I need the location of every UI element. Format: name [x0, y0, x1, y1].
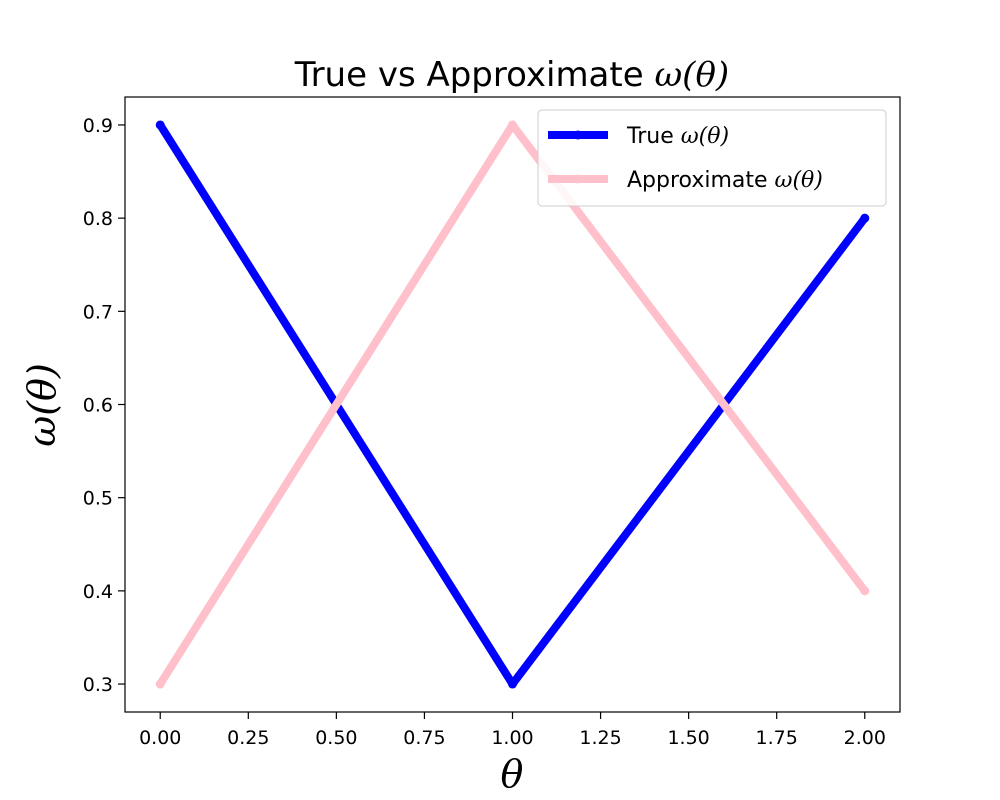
x-tick-label: 0.75	[403, 727, 445, 749]
series-1-point	[860, 213, 870, 223]
x-axis-ticks: 0.00 0.25 0.50 0.75 1.00 1.25 1.50 1.75 2.00	[139, 712, 886, 749]
x-tick-label: 1.50	[667, 727, 709, 749]
series-1-point	[508, 679, 517, 689]
x-tick-label: 1.25	[579, 727, 621, 749]
legend-label-1: True ω(θ)	[626, 124, 729, 149]
series-layer	[155, 120, 870, 689]
y-tick-label: 0.5	[83, 488, 113, 510]
x-tick-label: 1.75	[756, 727, 798, 749]
x-tick-label: 0.00	[139, 727, 181, 749]
y-axis-label: ω(θ)	[20, 363, 64, 447]
series-2-point	[508, 120, 517, 130]
x-tick-label: 0.50	[315, 727, 357, 749]
x-tick-label: 1.00	[491, 727, 533, 749]
legend-box	[537, 109, 887, 207]
y-tick-label: 0.9	[83, 115, 113, 137]
y-tick-label: 0.4	[83, 581, 113, 603]
x-axis-label: θ	[501, 752, 524, 796]
y-tick-label: 0.3	[83, 674, 113, 696]
series-2-point	[860, 586, 870, 596]
y-tick-label: 0.8	[83, 208, 113, 230]
x-tick-label: 2.00	[844, 727, 886, 749]
series-1-point	[155, 120, 165, 130]
legend-label-2: Approximate ω(θ)	[627, 168, 823, 193]
legend-marker-1	[573, 130, 583, 140]
chart-title: True vs Approximate ω(θ)	[294, 55, 729, 95]
x-tick-label: 0.25	[227, 727, 269, 749]
legend: True ω(θ) Approximate ω(θ)	[537, 109, 887, 207]
y-tick-label: 0.6	[83, 395, 113, 417]
legend-items: True ω(θ) Approximate ω(θ)	[548, 124, 823, 193]
series-2-point	[155, 679, 165, 689]
y-axis-ticks: 0.3 0.4 0.5 0.6 0.7 0.8 0.9	[83, 115, 125, 696]
y-tick-label: 0.7	[83, 301, 113, 323]
legend-marker-2	[573, 174, 583, 184]
